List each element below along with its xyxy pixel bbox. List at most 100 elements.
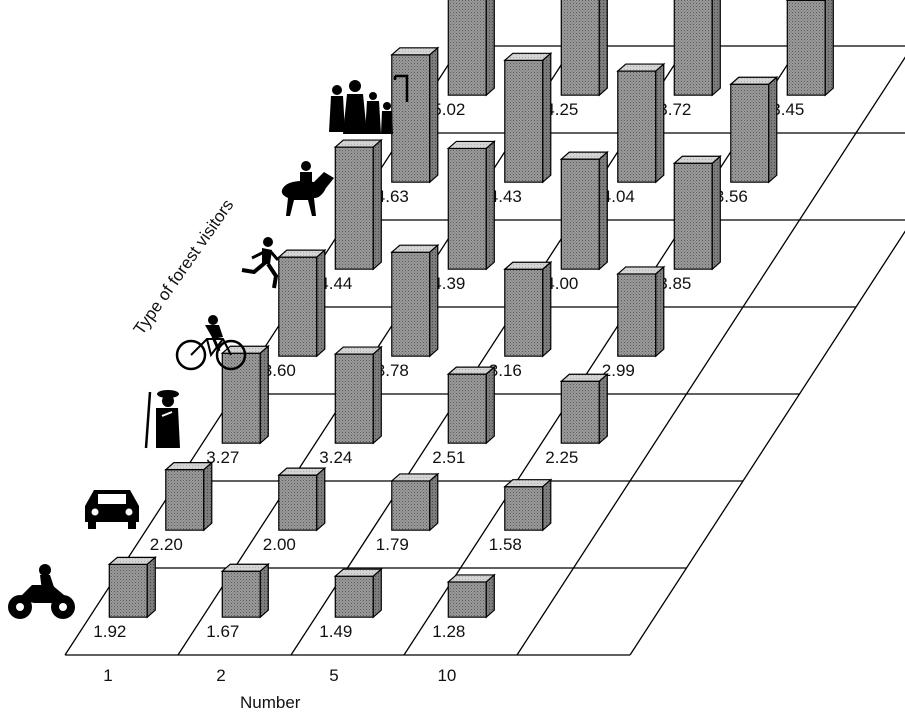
- bar-value-label: 3.85: [658, 274, 691, 293]
- bar-value-label: 3.27: [206, 448, 239, 467]
- bar: 5.02: [432, 0, 495, 119]
- bar-value-label: 3.72: [658, 100, 691, 119]
- bar-value-label: 4.44: [319, 274, 352, 293]
- bar: 3.45: [771, 0, 834, 119]
- bar-front: [447, 373, 487, 444]
- y-axis-title: Type of forest visitors: [130, 196, 238, 338]
- bar-side: [316, 466, 326, 532]
- bar: 4.43: [489, 52, 553, 206]
- bar-side: [485, 0, 495, 97]
- bar-side: [711, 154, 721, 271]
- bar-value-label: 5.02: [432, 100, 465, 119]
- bar-side: [485, 140, 495, 271]
- bar-side: [542, 478, 552, 532]
- row-icons: [8, 74, 409, 619]
- bar-front: [447, 581, 487, 618]
- cyclist-icon: [175, 315, 247, 371]
- bar-front: [221, 570, 261, 618]
- bar-side: [598, 372, 608, 445]
- bar-value-label: 3.56: [715, 187, 748, 206]
- bar-value-label: 2.20: [150, 535, 183, 554]
- bar-value-label: 3.78: [376, 361, 409, 380]
- bar: 2.99: [602, 265, 666, 380]
- bar: 2.20: [150, 461, 214, 554]
- bar-side: [542, 52, 552, 184]
- car-icon: [85, 490, 139, 529]
- bar-front: [673, 162, 713, 270]
- bar-side: [485, 365, 495, 445]
- x-tick-label: 5: [329, 666, 338, 685]
- bar-side: [259, 344, 269, 445]
- bar-front: [278, 474, 318, 531]
- x-axis-title: Number: [240, 693, 301, 712]
- bar-value-label: 3.45: [771, 100, 804, 119]
- bar-front: [560, 158, 600, 270]
- bar-side: [429, 46, 439, 184]
- bar-value-label: 4.04: [602, 187, 635, 206]
- bar-side: [372, 345, 382, 445]
- bar: 3.85: [658, 154, 722, 293]
- bar-side: [824, 0, 834, 97]
- bar-front: [391, 480, 431, 531]
- bar: 1.28: [432, 573, 496, 641]
- bar: 1.58: [489, 478, 553, 554]
- bar-side: [768, 75, 778, 184]
- bar-side: [259, 562, 269, 619]
- bar-front: [334, 575, 374, 618]
- bar-value-label: 2.99: [602, 361, 635, 380]
- bar-value-label: 3.60: [263, 361, 296, 380]
- bar-front: [447, 147, 487, 270]
- bar: 2.00: [263, 466, 327, 554]
- bar-group: 5.02 4.25 3.72 3.45 4.63 4.43 4.04 3.56 4.44 4.39…: [93, 0, 834, 641]
- bar-value-label: 4.00: [545, 274, 578, 293]
- motorcyclist-icon: [8, 564, 75, 619]
- bar-front: [617, 273, 657, 357]
- x-tick-label: 10: [437, 666, 456, 685]
- grid-column-line: [629, 230, 905, 656]
- bar: 3.16: [489, 260, 553, 380]
- bar-front: [617, 70, 657, 183]
- bar-side: [655, 62, 665, 184]
- grid-column-line: [516, 56, 905, 656]
- bar-value-label: 1.79: [376, 535, 409, 554]
- hunter-icon: [144, 390, 180, 449]
- bar-front: [504, 486, 544, 531]
- bar-side: [485, 573, 495, 619]
- bar: 1.92: [93, 556, 157, 641]
- bar-side: [316, 248, 326, 358]
- bar: 3.24: [319, 345, 383, 467]
- bar-front: [391, 251, 431, 357]
- bar: 4.25: [545, 0, 608, 119]
- bar-value-label: 4.25: [545, 100, 578, 119]
- bar-front: [447, 0, 487, 96]
- bar: 3.72: [658, 0, 721, 119]
- bar-side: [372, 567, 382, 619]
- bar-side: [429, 472, 439, 532]
- x-tick-label: 1: [103, 666, 112, 685]
- bar-side: [655, 265, 665, 358]
- hikers-family-icon: [329, 74, 409, 134]
- bar-front: [560, 380, 600, 444]
- bar-value-label: 1.58: [489, 535, 522, 554]
- bar-front: [504, 59, 544, 183]
- bar-value-label: 1.28: [432, 622, 465, 641]
- x-tick-labels: 1 2 5 10: [103, 666, 456, 685]
- bar: 1.49: [319, 567, 383, 641]
- bar-value-label: 2.00: [263, 535, 296, 554]
- bar-front: [786, 0, 826, 96]
- bar-value-label: 3.24: [319, 448, 352, 467]
- bar-front: [221, 352, 261, 444]
- bar-front: [560, 0, 600, 96]
- bar: 4.39: [432, 140, 496, 293]
- bar-value-label: 1.49: [319, 622, 352, 641]
- bar-front: [673, 0, 713, 96]
- bar: 1.67: [206, 562, 270, 641]
- bar-front: [334, 353, 374, 444]
- bar-front: [504, 268, 544, 357]
- bar: 4.44: [319, 138, 383, 293]
- bar-value-label: 1.92: [93, 622, 126, 641]
- bar-side: [542, 260, 552, 358]
- bar-side: [203, 461, 213, 532]
- bar-front: [165, 469, 205, 531]
